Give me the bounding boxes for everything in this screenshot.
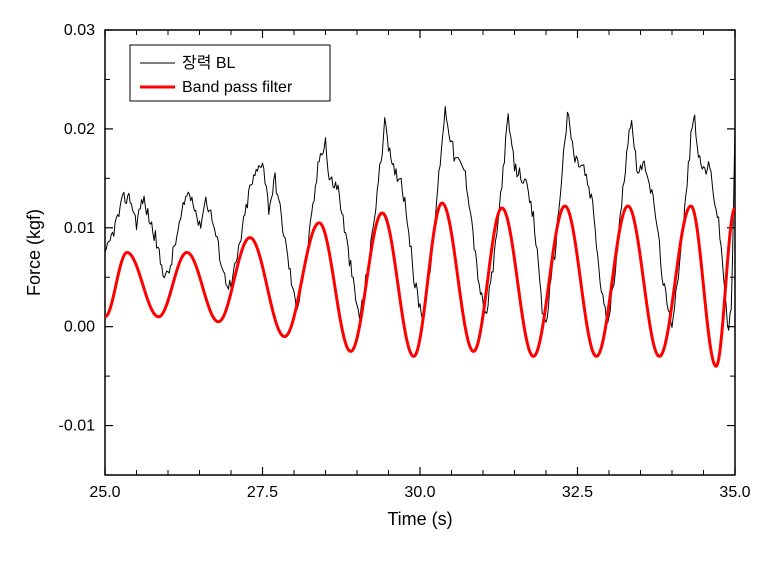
y-tick-label: 0.00 xyxy=(64,319,95,336)
x-axis-label: Time (s) xyxy=(387,509,452,529)
x-tick-label: 32.5 xyxy=(562,484,593,501)
y-tick-label: 0.02 xyxy=(64,121,95,138)
y-axis-label: Force (kgf) xyxy=(24,209,44,296)
x-tick-label: 27.5 xyxy=(247,484,278,501)
legend-label: 장력 BL xyxy=(182,54,236,72)
legend-label: Band pass filter xyxy=(182,79,293,96)
y-tick-label: 0.03 xyxy=(64,22,95,39)
chart-container: 25.0 27.5 30.0 32.5 35.0 -0.01 0.00 0.01 0.02 0.0… xyxy=(0,0,771,563)
y-tick-label: 0.01 xyxy=(64,220,95,237)
x-tick-label: 30.0 xyxy=(404,484,435,501)
x-tick-label: 25.0 xyxy=(89,484,120,501)
x-tick-label: 35.0 xyxy=(719,484,750,501)
y-tick-label: -0.01 xyxy=(59,418,96,435)
chart-svg: 25.0 27.5 30.0 32.5 35.0 -0.01 0.00 0.01 0.02 0.0… xyxy=(0,0,771,563)
